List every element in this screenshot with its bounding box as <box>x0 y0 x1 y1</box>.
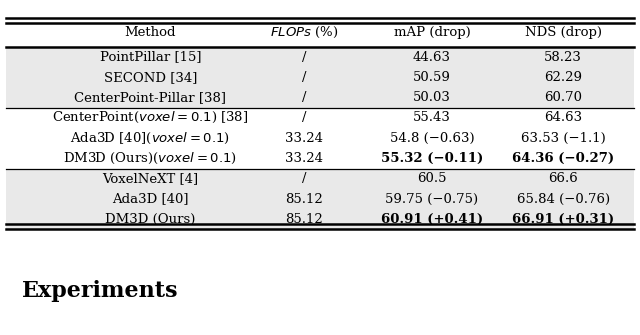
Text: 54.8 (−0.63): 54.8 (−0.63) <box>390 132 474 145</box>
Text: 85.12: 85.12 <box>285 193 323 206</box>
Text: Ada3D [40]: Ada3D [40] <box>112 193 189 206</box>
Text: 66.6: 66.6 <box>548 172 578 185</box>
Text: 66.91 (+0.31): 66.91 (+0.31) <box>512 213 614 226</box>
Text: 44.63: 44.63 <box>413 51 451 64</box>
Text: /: / <box>301 71 307 84</box>
Text: 64.63: 64.63 <box>544 112 582 124</box>
Text: /: / <box>301 51 307 64</box>
Text: 85.12: 85.12 <box>285 213 323 226</box>
Text: 33.24: 33.24 <box>285 152 323 165</box>
Text: DM3D (Ours): DM3D (Ours) <box>105 213 196 226</box>
Text: 60.5: 60.5 <box>417 172 447 185</box>
Text: 59.75 (−0.75): 59.75 (−0.75) <box>385 193 479 206</box>
Text: /: / <box>301 112 307 124</box>
Bar <box>6 169 634 229</box>
Bar <box>6 108 634 169</box>
Text: DM3D (Ours)($\it{voxel=0.1}$): DM3D (Ours)($\it{voxel=0.1}$) <box>63 151 237 166</box>
Text: PointPillar [15]: PointPillar [15] <box>100 51 201 64</box>
Text: /: / <box>301 172 307 185</box>
Text: mAP (drop): mAP (drop) <box>394 26 470 39</box>
Text: 65.84 (−0.76): 65.84 (−0.76) <box>516 193 610 206</box>
Text: 60.70: 60.70 <box>544 91 582 104</box>
Text: $\it{FLOPs}$ (%): $\it{FLOPs}$ (%) <box>270 25 338 40</box>
Text: 33.24: 33.24 <box>285 132 323 145</box>
Text: 58.23: 58.23 <box>544 51 582 64</box>
Text: Ada3D [40]($\it{voxel=0.1}$): Ada3D [40]($\it{voxel=0.1}$) <box>70 131 230 146</box>
Text: 55.32 (−0.11): 55.32 (−0.11) <box>381 152 483 165</box>
Text: Experiments: Experiments <box>22 280 179 303</box>
Text: /: / <box>301 91 307 104</box>
Bar <box>6 18 634 47</box>
Text: SECOND [34]: SECOND [34] <box>104 71 197 84</box>
Text: VoxelNeXT [4]: VoxelNeXT [4] <box>102 172 198 185</box>
Text: 62.29: 62.29 <box>544 71 582 84</box>
Text: NDS (drop): NDS (drop) <box>525 26 602 39</box>
Text: 60.91 (+0.41): 60.91 (+0.41) <box>381 213 483 226</box>
Text: 64.36 (−0.27): 64.36 (−0.27) <box>512 152 614 165</box>
Bar <box>6 47 634 108</box>
Text: CenterPoint-Pillar [38]: CenterPoint-Pillar [38] <box>74 91 227 104</box>
Text: 63.53 (−1.1): 63.53 (−1.1) <box>521 132 605 145</box>
Text: 55.43: 55.43 <box>413 112 451 124</box>
Text: CenterPoint($\it{voxel=0.1}$) [38]: CenterPoint($\it{voxel=0.1}$) [38] <box>52 110 248 125</box>
Text: Method: Method <box>125 26 176 39</box>
Text: 50.59: 50.59 <box>413 71 451 84</box>
Text: 50.03: 50.03 <box>413 91 451 104</box>
